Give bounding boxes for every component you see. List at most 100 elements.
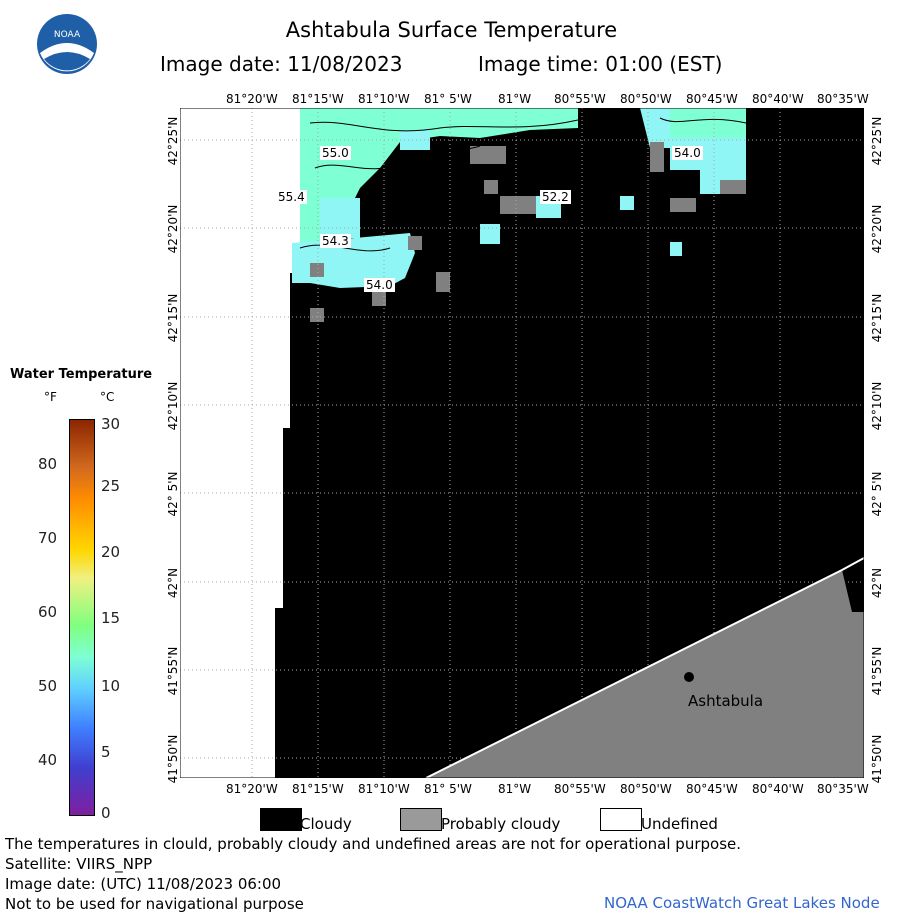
c-tick: 25 (101, 477, 121, 495)
lat-label: 42°20'N (870, 204, 884, 254)
f-tick: 80 (38, 455, 58, 473)
c-tick: 30 (101, 415, 121, 433)
lon-label: 81°20'W (226, 92, 278, 106)
f-tick: 50 (38, 677, 58, 695)
lat-label: 41°50'N (870, 734, 884, 784)
probably-cloudy-area (310, 308, 324, 322)
lon-label: 80°55'W (554, 92, 606, 106)
lon-label: 81°10'W (358, 782, 410, 796)
lon-label: 80°50'W (620, 782, 672, 796)
c-tick: 5 (101, 743, 111, 761)
lon-label: 80°40'W (752, 92, 804, 106)
footer-satellite: Satellite: VIIRS_NPP (5, 855, 153, 873)
legend-unit-c: °C (100, 390, 115, 404)
undefined-area (180, 108, 300, 778)
lon-label: 80°50'W (620, 92, 672, 106)
probably-cloudy-area (436, 272, 450, 292)
water-area (292, 108, 578, 273)
contour-label: 54.0 (672, 146, 703, 160)
image-date: Image date: 11/08/2023 (160, 52, 403, 76)
undefined-swatch (600, 808, 642, 831)
lon-label: 81° 5'W (424, 782, 472, 796)
lat-label: 42°15'N (870, 293, 884, 343)
probably-cloudy-area (310, 263, 324, 277)
map-panel (180, 108, 864, 778)
contour-line (314, 145, 481, 170)
contour-label: 54.3 (320, 234, 351, 248)
f-tick: 70 (38, 529, 58, 547)
probably-cloudy-swatch (400, 808, 442, 831)
c-tick: 10 (101, 677, 121, 695)
contour-label: 55.0 (320, 146, 351, 160)
contour-line (659, 117, 747, 124)
water-area (620, 196, 634, 210)
city-label: Ashtabula (688, 692, 764, 710)
probably-cloudy-area (670, 198, 696, 212)
contour-label: 54.0 (364, 278, 395, 292)
c-tick: 0 (101, 804, 111, 822)
probably-cloudy-area (650, 142, 664, 172)
probably-cloudy-area (500, 196, 536, 214)
water-area (480, 224, 500, 244)
lon-label: 81° 5'W (424, 92, 472, 106)
footer-utc-date: Image date: (UTC) 11/08/2023 06:00 (5, 875, 282, 893)
contour-label: 52.2 (540, 190, 571, 204)
city-marker (684, 672, 694, 682)
map-title: Ashtabula Surface Temperature (285, 18, 618, 42)
probably-cloudy-area (484, 180, 498, 194)
lat-label: 42°25'N (870, 116, 884, 166)
probably-cloudy-area (408, 236, 422, 250)
lon-label: 80°45'W (686, 782, 738, 796)
lat-label: 42°20'N (166, 204, 180, 254)
footer-disclaimer: The temperatures in clould, probably clo… (5, 835, 742, 853)
undefined-label: Undefined (641, 815, 718, 833)
lat-label: 42° 5'N (166, 471, 180, 517)
lon-label: 81°10'W (358, 92, 410, 106)
noaa-logo-text: NOAA (54, 30, 81, 40)
lon-label: 80°40'W (752, 782, 804, 796)
footer-navigation-warning: Not to be used for navigational purpose (5, 895, 304, 913)
lon-label: 81°15'W (292, 782, 344, 796)
legend-title: Water Temperature (10, 367, 153, 382)
probably-cloudy-label: Probably cloudy (441, 815, 561, 833)
contour-line (309, 119, 579, 132)
lat-label: 41°55'N (166, 646, 180, 696)
lon-label: 80°55'W (554, 782, 606, 796)
lat-label: 42°10'N (166, 381, 180, 431)
color-scale-bar (69, 419, 95, 816)
lon-label: 81°15'W (292, 92, 344, 106)
legend-unit-f: °F (44, 390, 57, 404)
footer-credit: NOAA CoastWatch Great Lakes Node (604, 894, 880, 912)
water-area (320, 198, 360, 238)
probably-cloudy-area (720, 180, 746, 194)
lat-label: 41°55'N (870, 646, 884, 696)
contour-label: 55.4 (276, 190, 307, 204)
f-tick: 40 (38, 751, 58, 769)
probably-cloudy-area (470, 146, 506, 164)
coastline (425, 557, 864, 778)
lon-label: 80°35'W (817, 782, 869, 796)
lat-label: 42°10'N (870, 381, 884, 431)
contour-line (299, 244, 391, 252)
lat-label: 42° 5'N (870, 471, 884, 517)
cloudy-label: Cloudy (300, 815, 352, 833)
lon-label: 80°45'W (686, 92, 738, 106)
lon-label: 81°W (498, 92, 532, 106)
lon-label: 80°35'W (817, 92, 869, 106)
lon-label: 81°20'W (226, 782, 278, 796)
water-area (670, 108, 746, 138)
lat-label: 41°50'N (166, 734, 180, 784)
water-area (400, 130, 430, 150)
water-area (670, 242, 682, 256)
f-tick: 60 (38, 603, 58, 621)
noaa-logo: NOAA (37, 14, 97, 74)
image-time: Image time: 01:00 (EST) (478, 52, 723, 76)
land-area (426, 570, 864, 778)
lat-label: 42°N (870, 567, 884, 599)
lat-label: 42°N (166, 567, 180, 599)
cloudy-swatch (260, 808, 302, 831)
lon-label: 81°W (498, 782, 532, 796)
probably-cloudy-area (372, 292, 386, 306)
c-tick: 20 (101, 543, 121, 561)
lat-label: 42°15'N (166, 293, 180, 343)
